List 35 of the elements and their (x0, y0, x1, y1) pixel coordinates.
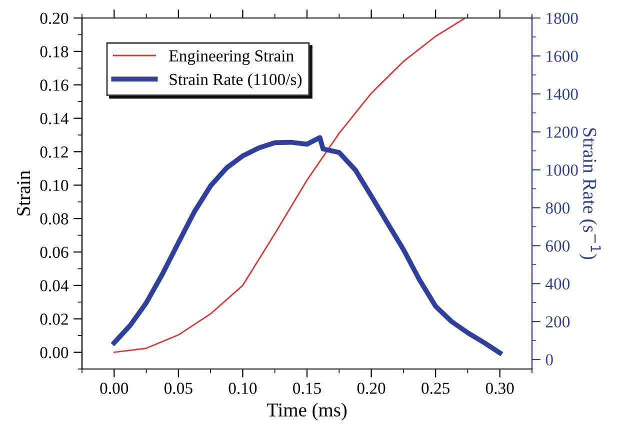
legend-label: Engineering Strain (169, 50, 294, 65)
y-tick-label: 0.14 (40, 112, 69, 124)
x-tick-label: 0.30 (486, 382, 514, 394)
line-series (112, 135, 502, 356)
y2-tick-label: 1400 (546, 88, 578, 100)
y-tick-label: 0.10 (40, 180, 68, 192)
y-axis-title: Strain (17, 170, 30, 216)
legend-label: Strain Rate (1100/s) (170, 73, 302, 88)
y-tick-label: 0.04 (40, 280, 69, 292)
y-tick-label: 0.20 (40, 12, 68, 24)
y2-tick-label: 200 (546, 316, 570, 328)
x-tick-label: 0.00 (100, 382, 128, 394)
y-tick-label: 0.18 (40, 46, 68, 58)
y2-tick-label: 1200 (546, 126, 578, 138)
y-tick-label: 0.00 (40, 346, 68, 358)
y-tick-label: 0.02 (40, 314, 68, 325)
y2-axis-title: Strain Rate (s$^{−1}$) (579, 128, 601, 260)
y2-tick-label: 1000 (546, 164, 578, 176)
y-tick-label: 0.12 (40, 146, 68, 158)
y2-tick-label: 1800 (546, 12, 578, 24)
x-axis-title: Time (ms) (266, 402, 347, 420)
y-tick-label: 0.16 (40, 80, 68, 91)
x-tick-label: 0.15 (293, 382, 321, 394)
y2-tick-label: 600 (546, 240, 570, 252)
x-tick-label: 0.05 (164, 382, 192, 394)
y-tick-label: 0.06 (40, 246, 68, 258)
y2-tick-label: 1600 (546, 50, 578, 62)
y2-tick-label: 0 (546, 354, 553, 366)
y2-tick-label: 800 (546, 202, 570, 214)
y2-tick-label: 400 (546, 278, 570, 290)
x-tick-label: 0.10 (228, 382, 257, 394)
line-series (113, 18, 466, 353)
x-tick-label: 0.25 (422, 382, 450, 394)
y-tick-label: 0.08 (40, 213, 68, 225)
x-tick-label: 0.20 (357, 382, 386, 394)
